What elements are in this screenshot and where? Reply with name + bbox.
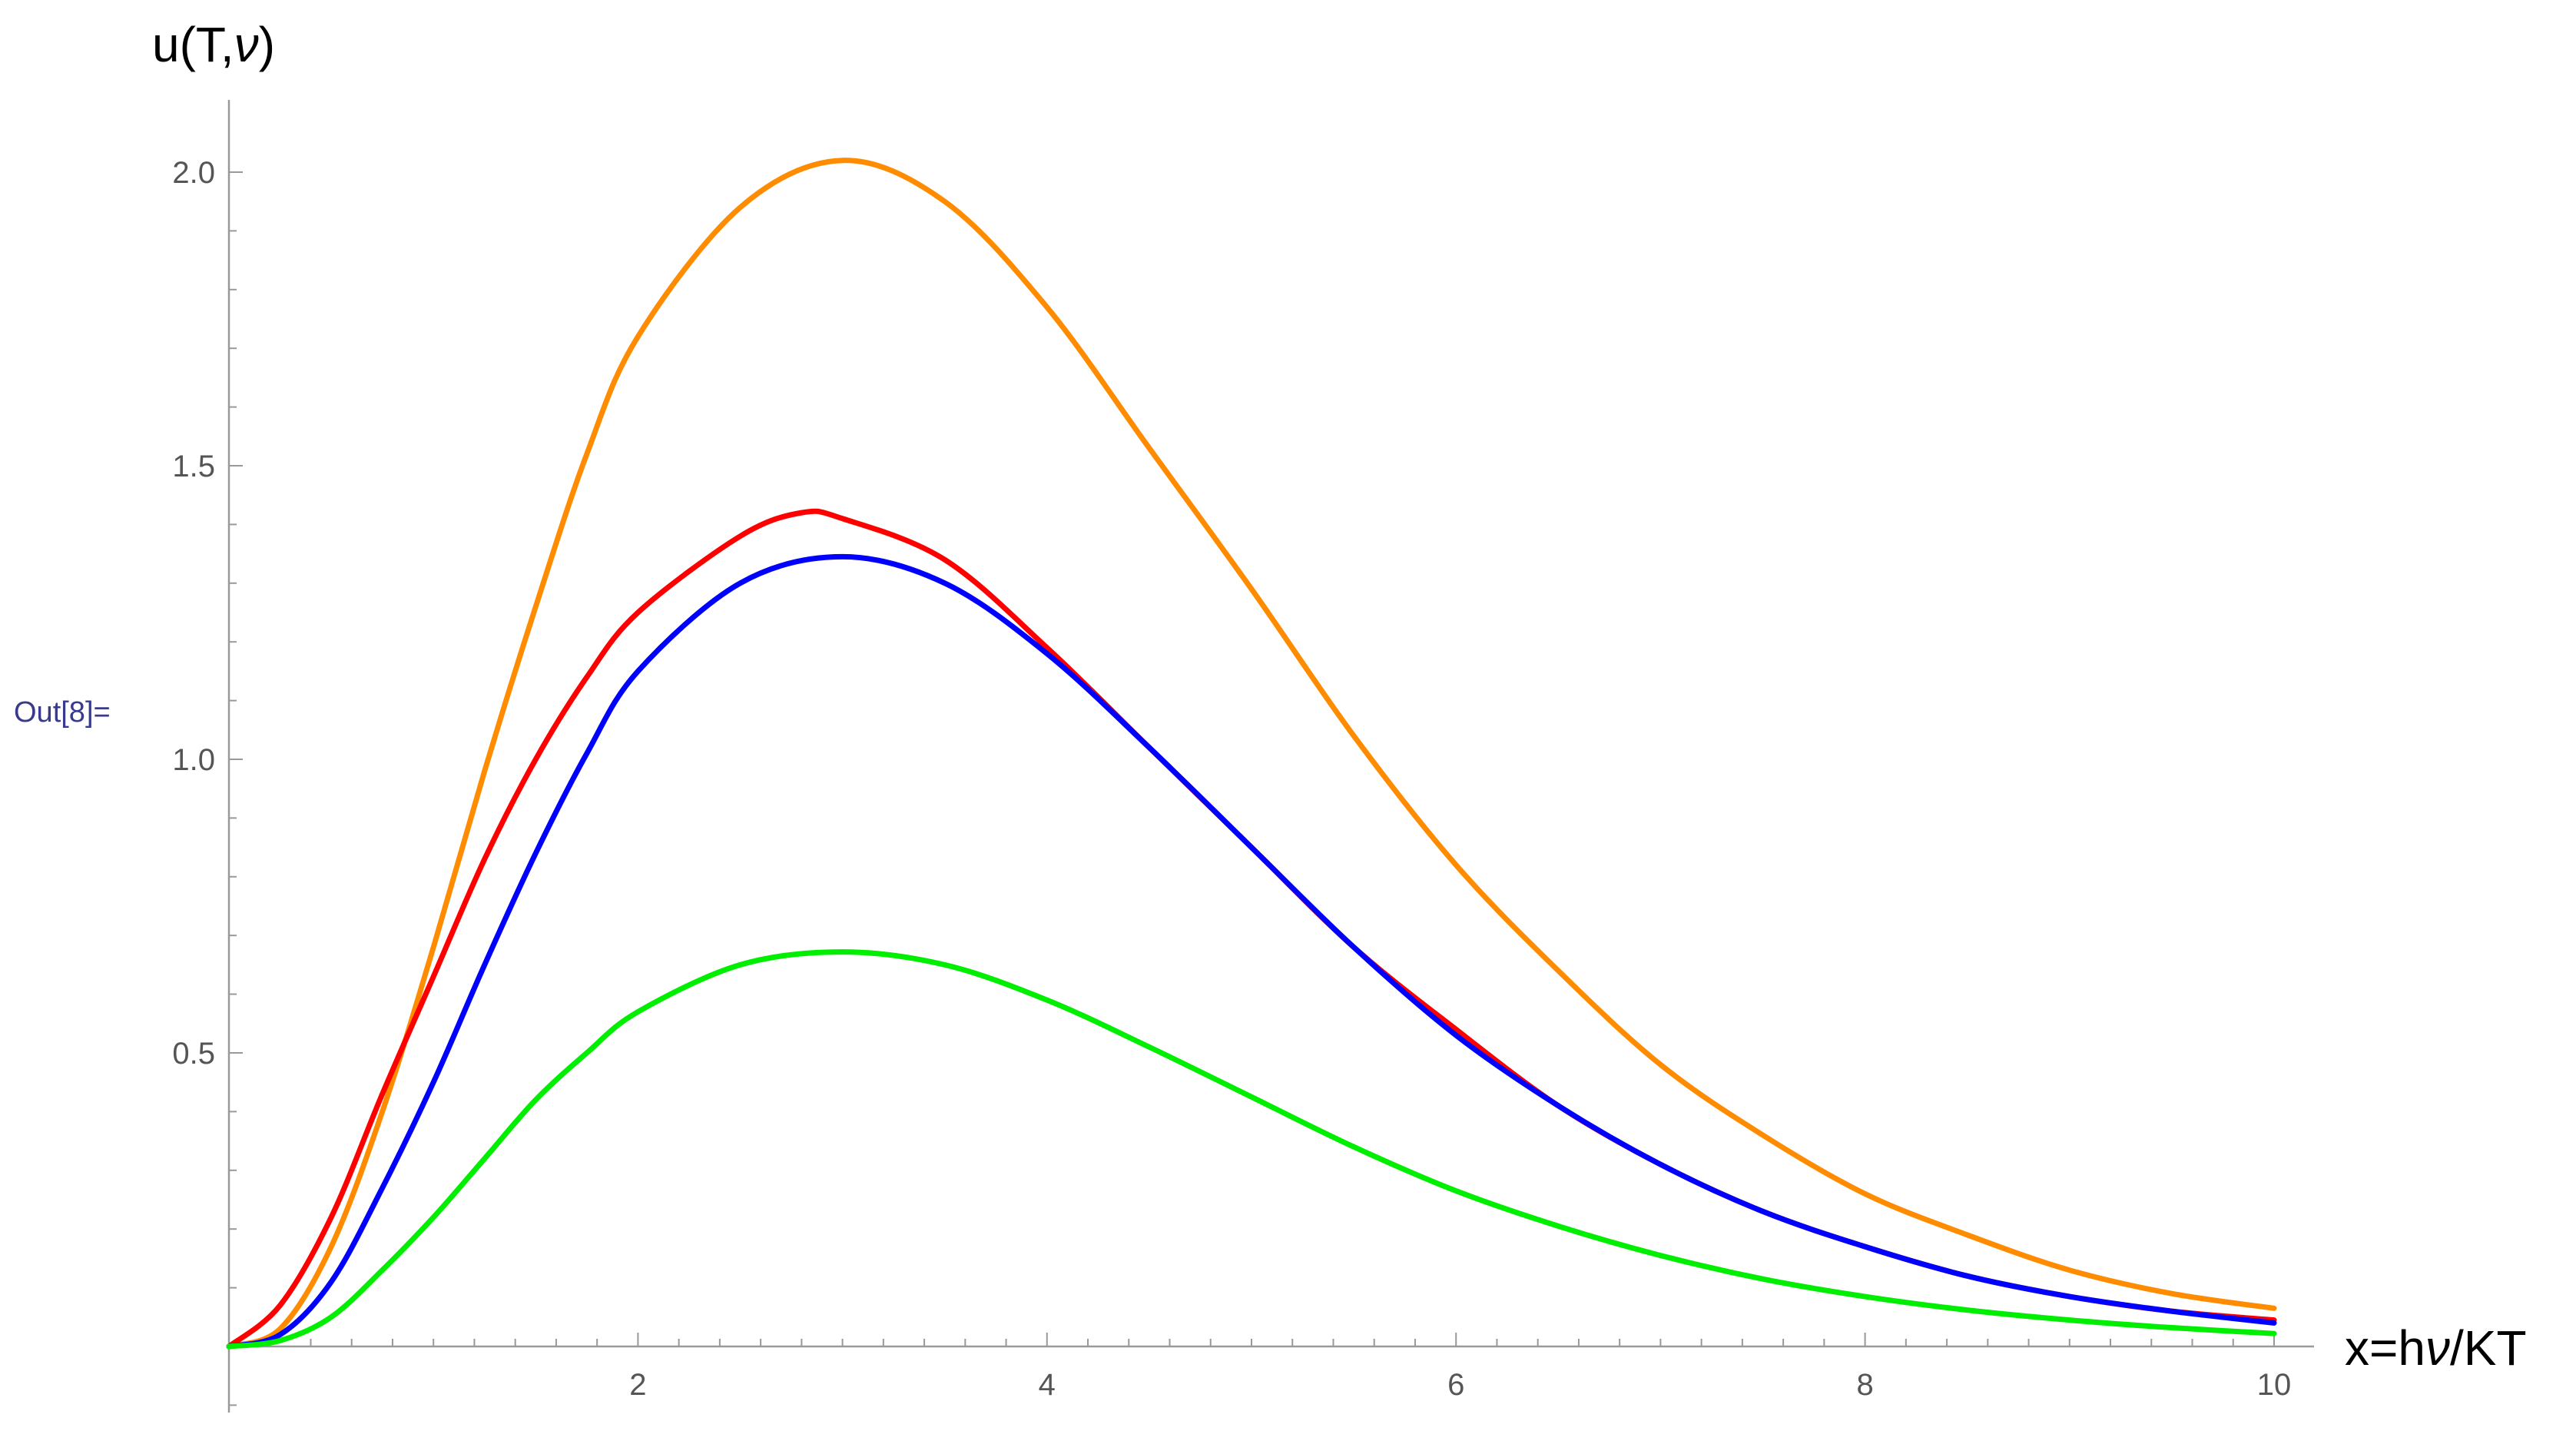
x-tick-label: 4 [1039, 1368, 1056, 1402]
y-tick-label: 1.0 [172, 743, 215, 777]
x-tick-label: 6 [1447, 1368, 1464, 1402]
series-line-3 [226, 553, 2277, 1350]
y-axis-title: u(T,ν) [152, 17, 275, 72]
series-layer [226, 158, 2277, 1350]
y-tick-label: 1.5 [172, 450, 215, 483]
x-tick-label: 8 [1856, 1368, 1873, 1402]
x-axis-title: x=hν/KT [2345, 1320, 2527, 1376]
tick-labels: 2 4 6 8 10 0.5 1.0 1.5 2.0 [172, 156, 2291, 1402]
output-cell-label: Out[8]= [14, 696, 111, 729]
x-tick-label: 2 [629, 1368, 646, 1402]
series-line-1 [226, 158, 2277, 1350]
series-line-2 [226, 508, 2277, 1350]
axes [227, 100, 2314, 1413]
x-tick-label: 10 [2257, 1368, 2292, 1402]
y-tick-label: 0.5 [172, 1037, 215, 1071]
y-tick-label: 2.0 [172, 156, 215, 190]
series-line-4 [226, 949, 2277, 1350]
